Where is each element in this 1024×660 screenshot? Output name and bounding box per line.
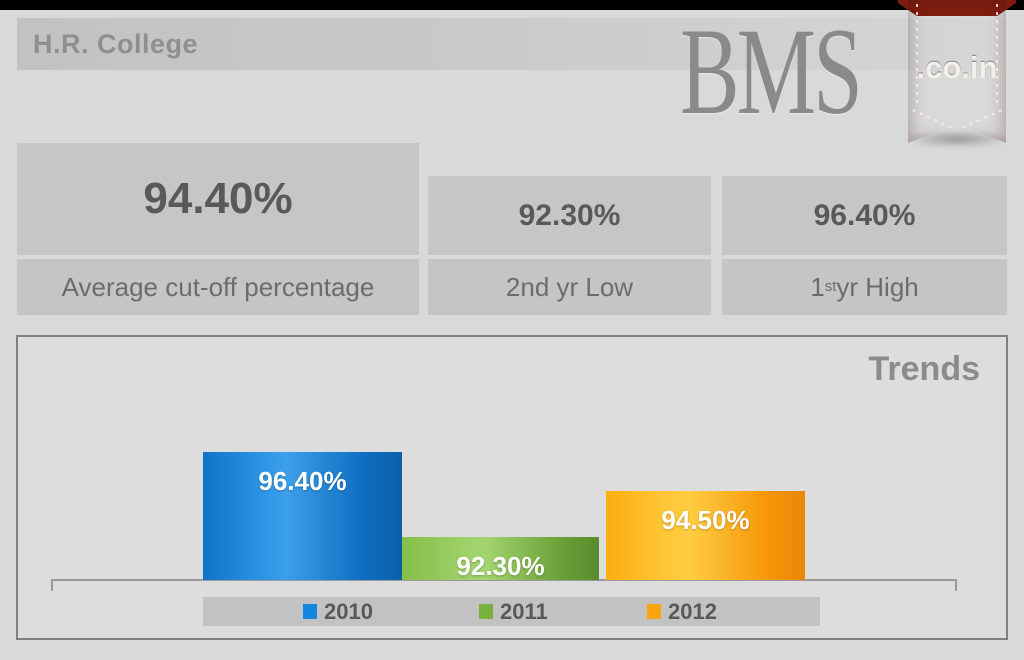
bar-2011-value-label: 92.30% (456, 551, 545, 581)
stat-label-average: Average cut-off percentage (17, 259, 419, 315)
ribbon-stitch-left (916, 0, 918, 108)
bar-2010-value-label: 96.40% (258, 466, 347, 496)
header-bar: H.R. College (17, 18, 1007, 70)
ribbon-domain-label: .co.in (916, 50, 998, 85)
page-title: H.R. College (33, 28, 199, 59)
legend-item-2010: 2010 (303, 597, 373, 626)
stat-value-1st-yr-high: 96.40% (722, 176, 1007, 255)
bar-2012: 94.50% (606, 491, 805, 580)
ribbon-stitch-right (996, 0, 998, 108)
legend-swatch-2012-icon (647, 604, 661, 619)
legend-label-2012: 2012 (668, 598, 717, 624)
ribbon-shadow (904, 130, 1010, 148)
chart-title: Trends (868, 350, 980, 388)
stat-label-2nd-yr-low: 2nd yr Low (428, 259, 711, 315)
bar-2010: 96.40% (203, 452, 402, 580)
stat-value-average: 94.40% (17, 143, 419, 255)
stat-label-suffix: yr High (836, 271, 919, 302)
bar-2012-value-label: 94.50% (661, 505, 750, 535)
ribbon-fold (898, 0, 1016, 16)
chart-legend: 2010 2011 2012 (203, 597, 820, 626)
x-axis-tick-left (51, 579, 53, 591)
ribbon-bookmark: .co.in (888, 0, 1024, 165)
x-axis-tick-right (955, 579, 957, 591)
stat-label-1st-part: 1 (810, 271, 825, 302)
legend-item-2012: 2012 (647, 597, 717, 626)
legend-label-2011: 2011 (500, 598, 548, 624)
legend-swatch-2011-icon (479, 604, 493, 619)
trends-chart (16, 335, 1008, 640)
legend-label-2010: 2010 (324, 598, 373, 624)
legend-swatch-2010-icon (303, 604, 317, 619)
x-axis-line (51, 579, 957, 581)
bms-logo-text: BMS (680, 3, 863, 140)
legend-item-2011: 2011 (479, 597, 548, 626)
stat-value-2nd-yr-low: 92.30% (428, 176, 711, 255)
bar-2011: 92.30% (402, 537, 599, 581)
